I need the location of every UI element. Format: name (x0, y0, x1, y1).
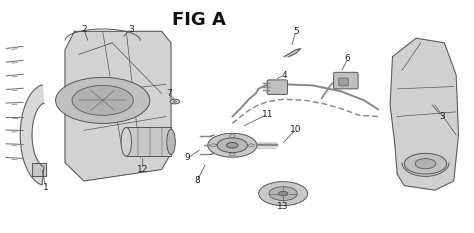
Text: 3: 3 (128, 24, 134, 34)
Ellipse shape (167, 129, 175, 154)
Circle shape (278, 191, 288, 196)
Text: 10: 10 (290, 125, 301, 134)
Text: 7: 7 (166, 89, 172, 98)
Polygon shape (32, 163, 46, 176)
Circle shape (55, 77, 150, 123)
Text: 8: 8 (194, 176, 200, 185)
Text: 9: 9 (185, 154, 191, 162)
Text: 13: 13 (277, 202, 289, 211)
Polygon shape (20, 85, 44, 185)
Polygon shape (65, 31, 171, 181)
Text: 11: 11 (262, 110, 273, 119)
Text: 1: 1 (43, 183, 49, 192)
FancyBboxPatch shape (267, 80, 287, 94)
Circle shape (248, 144, 254, 147)
Circle shape (227, 143, 238, 148)
Circle shape (170, 99, 180, 104)
Text: 6: 6 (345, 55, 351, 63)
Text: 12: 12 (137, 165, 148, 174)
Polygon shape (284, 49, 301, 57)
FancyBboxPatch shape (339, 78, 348, 86)
Circle shape (210, 144, 216, 147)
Circle shape (269, 187, 297, 201)
Text: 5: 5 (293, 27, 299, 36)
Circle shape (217, 138, 247, 153)
Text: 4: 4 (281, 71, 287, 79)
Circle shape (229, 135, 235, 137)
Circle shape (208, 133, 257, 157)
Circle shape (72, 86, 133, 115)
Circle shape (259, 182, 308, 206)
Polygon shape (390, 38, 458, 190)
Polygon shape (126, 127, 171, 156)
Circle shape (173, 101, 177, 103)
Text: 2: 2 (81, 24, 87, 34)
Circle shape (229, 153, 235, 156)
Text: FIG A: FIG A (173, 10, 226, 29)
Ellipse shape (121, 127, 131, 156)
FancyBboxPatch shape (334, 72, 358, 89)
Text: 3: 3 (439, 112, 445, 121)
Circle shape (404, 153, 447, 174)
Circle shape (415, 159, 436, 169)
